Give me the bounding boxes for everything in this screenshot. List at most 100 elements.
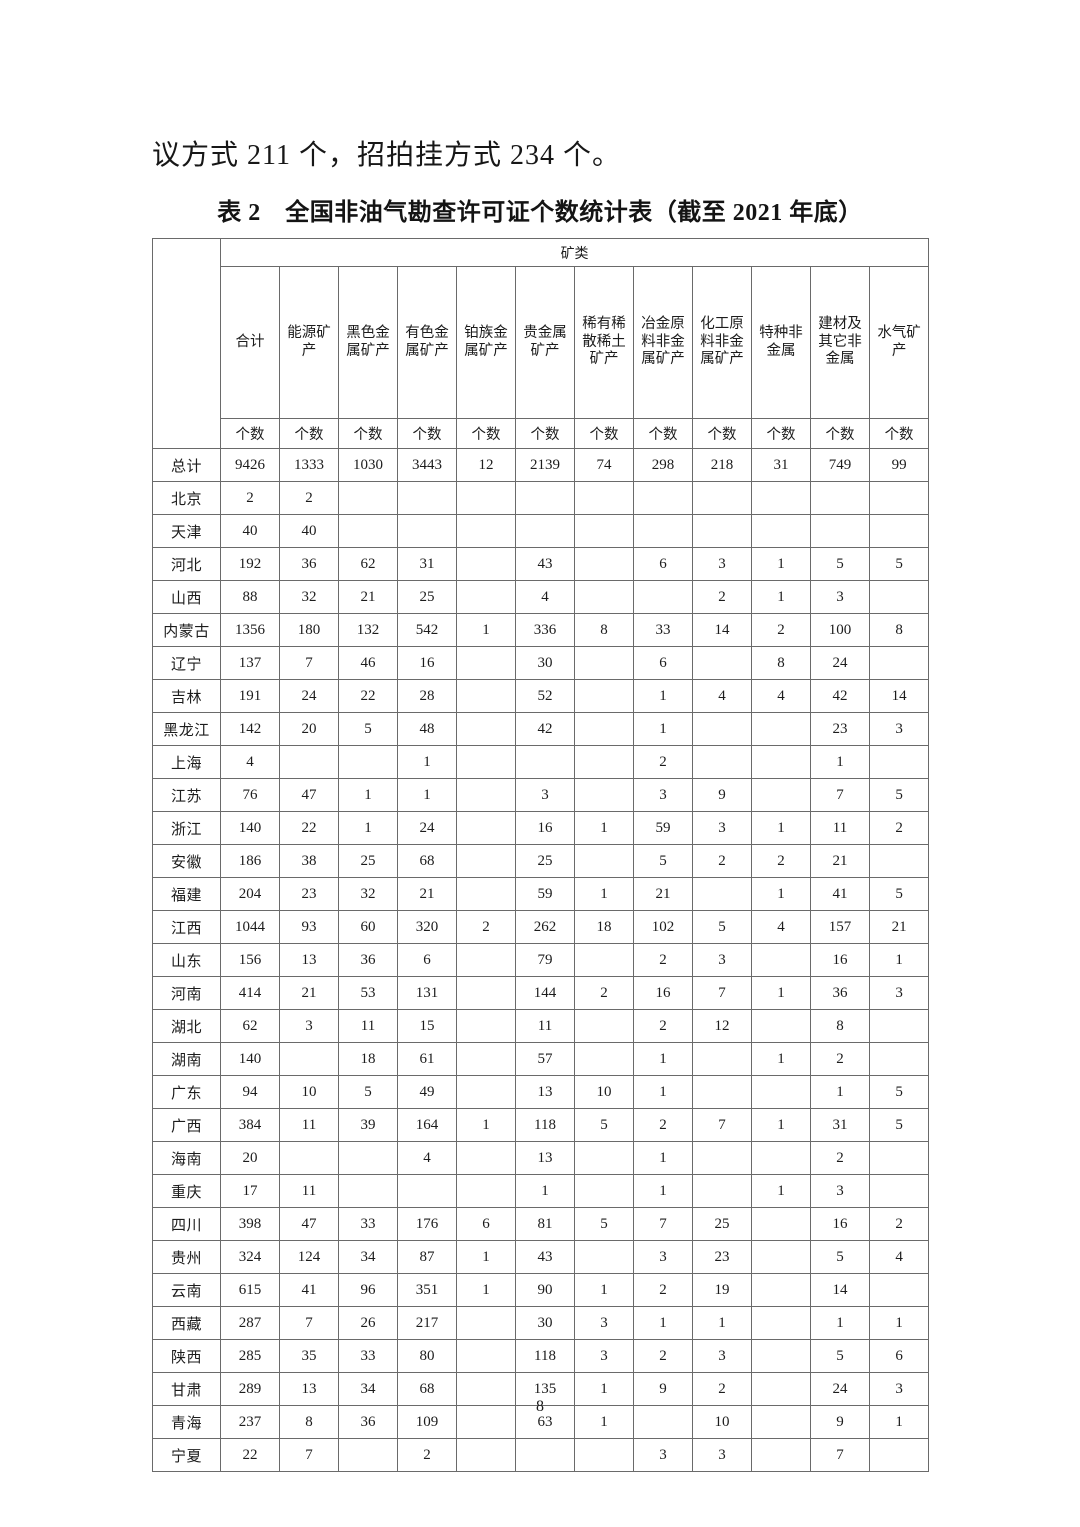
cell-value: 94 xyxy=(220,1075,280,1109)
cell-value: 13 xyxy=(279,943,339,977)
unit-header-0: 个数 xyxy=(220,418,280,449)
cell-value: 2 xyxy=(633,1273,693,1307)
cell-value xyxy=(574,481,634,515)
cell-value: 96 xyxy=(338,1273,398,1307)
cell-value: 157 xyxy=(810,910,870,944)
cell-value: 1333 xyxy=(279,448,339,482)
cell-value: 53 xyxy=(338,976,398,1010)
table-row: 吉林 191 24 22 28 52 1 4 4 42 14 xyxy=(152,679,930,713)
cell-value: 2 xyxy=(279,481,339,515)
cell-value: 68 xyxy=(397,844,457,878)
table-row: 浙江 140 22 1 24 16 1 59 3 1 11 2 xyxy=(152,811,930,845)
table-row: 广西 384 11 39 164 1 118 5 2 7 1 31 5 xyxy=(152,1108,930,1142)
cell-value: 6 xyxy=(633,646,693,680)
cell-value: 7 xyxy=(633,1207,693,1241)
cell-value: 3 xyxy=(633,1438,693,1472)
cell-value: 10 xyxy=(279,1075,339,1109)
cell-value: 5 xyxy=(868,1075,930,1109)
cell-value xyxy=(574,514,634,548)
cell-value xyxy=(868,1042,930,1076)
cell-value: 1 xyxy=(810,745,870,779)
cell-value xyxy=(810,514,870,548)
cell-value: 16 xyxy=(810,943,870,977)
cell-value: 320 xyxy=(397,910,457,944)
cell-value: 59 xyxy=(515,877,575,911)
cell-value: 237 xyxy=(220,1405,280,1439)
cell-value: 1 xyxy=(397,778,457,812)
cell-value: 3 xyxy=(810,580,870,614)
cell-value: 1 xyxy=(456,1108,516,1142)
cell-value: 33 xyxy=(338,1207,398,1241)
cell-value xyxy=(868,745,930,779)
header-group-minerals: 矿类 xyxy=(219,238,930,267)
row-label: 陕西 xyxy=(152,1339,221,1373)
cell-value xyxy=(456,547,516,581)
cell-value: 1 xyxy=(751,1042,811,1076)
cell-value: 11 xyxy=(810,811,870,845)
cell-value xyxy=(751,481,811,515)
cell-value: 87 xyxy=(397,1240,457,1274)
cell-value: 324 xyxy=(220,1240,280,1274)
column-header-label: 能源矿产 xyxy=(287,324,331,359)
table-row: 河北 192 36 62 31 43 6 3 1 5 5 xyxy=(152,547,930,581)
cell-value xyxy=(456,1405,516,1439)
cell-value: 22 xyxy=(220,1438,280,1472)
cell-value xyxy=(456,481,516,515)
cell-value xyxy=(456,811,516,845)
table-row: 海南 20 4 13 1 2 xyxy=(152,1141,930,1175)
cell-value: 2 xyxy=(456,910,516,944)
cell-value xyxy=(456,1306,516,1340)
cell-value: 8 xyxy=(751,646,811,680)
cell-value: 2 xyxy=(220,481,280,515)
cell-value: 109 xyxy=(397,1405,457,1439)
cell-value xyxy=(868,514,930,548)
cell-value xyxy=(868,1174,930,1208)
cell-value xyxy=(574,1240,634,1274)
cell-value: 5 xyxy=(810,547,870,581)
cell-value xyxy=(338,745,398,779)
table-row: 宁夏 22 7 2 3 3 7 xyxy=(152,1438,930,1472)
table-row: 山东 156 13 36 6 79 2 3 16 1 xyxy=(152,943,930,977)
cell-value: 192 xyxy=(220,547,280,581)
cell-value xyxy=(751,514,811,548)
cell-value: 25 xyxy=(397,580,457,614)
cell-value xyxy=(751,1009,811,1043)
cell-value: 21 xyxy=(397,877,457,911)
cell-value: 14 xyxy=(810,1273,870,1307)
page-number: 8 xyxy=(536,1398,544,1415)
cell-value xyxy=(692,1075,752,1109)
cell-value: 7 xyxy=(279,1438,339,1472)
cell-value: 8 xyxy=(574,613,634,647)
cell-value: 4 xyxy=(515,580,575,614)
cell-value: 3 xyxy=(692,1438,752,1472)
cell-value: 93 xyxy=(279,910,339,944)
cell-value: 23 xyxy=(279,877,339,911)
cell-value: 176 xyxy=(397,1207,457,1241)
cell-value: 36 xyxy=(338,1405,398,1439)
cell-value: 47 xyxy=(279,1207,339,1241)
cell-value xyxy=(751,1339,811,1373)
cell-value: 1 xyxy=(338,811,398,845)
unit-header-3: 个数 xyxy=(397,418,457,449)
unit-header-10: 个数 xyxy=(810,418,870,449)
cell-value: 90 xyxy=(515,1273,575,1307)
cell-value: 3 xyxy=(692,943,752,977)
row-label: 河北 xyxy=(152,547,221,581)
cell-value: 60 xyxy=(338,910,398,944)
table-caption: 表 2 全国非油气勘查许可证个数统计表（截至 2021 年底） xyxy=(217,200,863,226)
cell-value: 100 xyxy=(810,613,870,647)
cell-value xyxy=(574,547,634,581)
row-label: 宁夏 xyxy=(152,1438,221,1472)
cell-value: 2 xyxy=(810,1042,870,1076)
cell-value xyxy=(456,1009,516,1043)
cell-value: 1 xyxy=(868,1306,930,1340)
cell-value xyxy=(574,844,634,878)
cell-value: 3 xyxy=(692,547,752,581)
cell-value: 25 xyxy=(515,844,575,878)
cell-value: 62 xyxy=(338,547,398,581)
column-header-3: 有色金属矿产 xyxy=(397,266,457,419)
row-label: 西藏 xyxy=(152,1306,221,1340)
cell-value xyxy=(574,1141,634,1175)
cell-value: 16 xyxy=(397,646,457,680)
